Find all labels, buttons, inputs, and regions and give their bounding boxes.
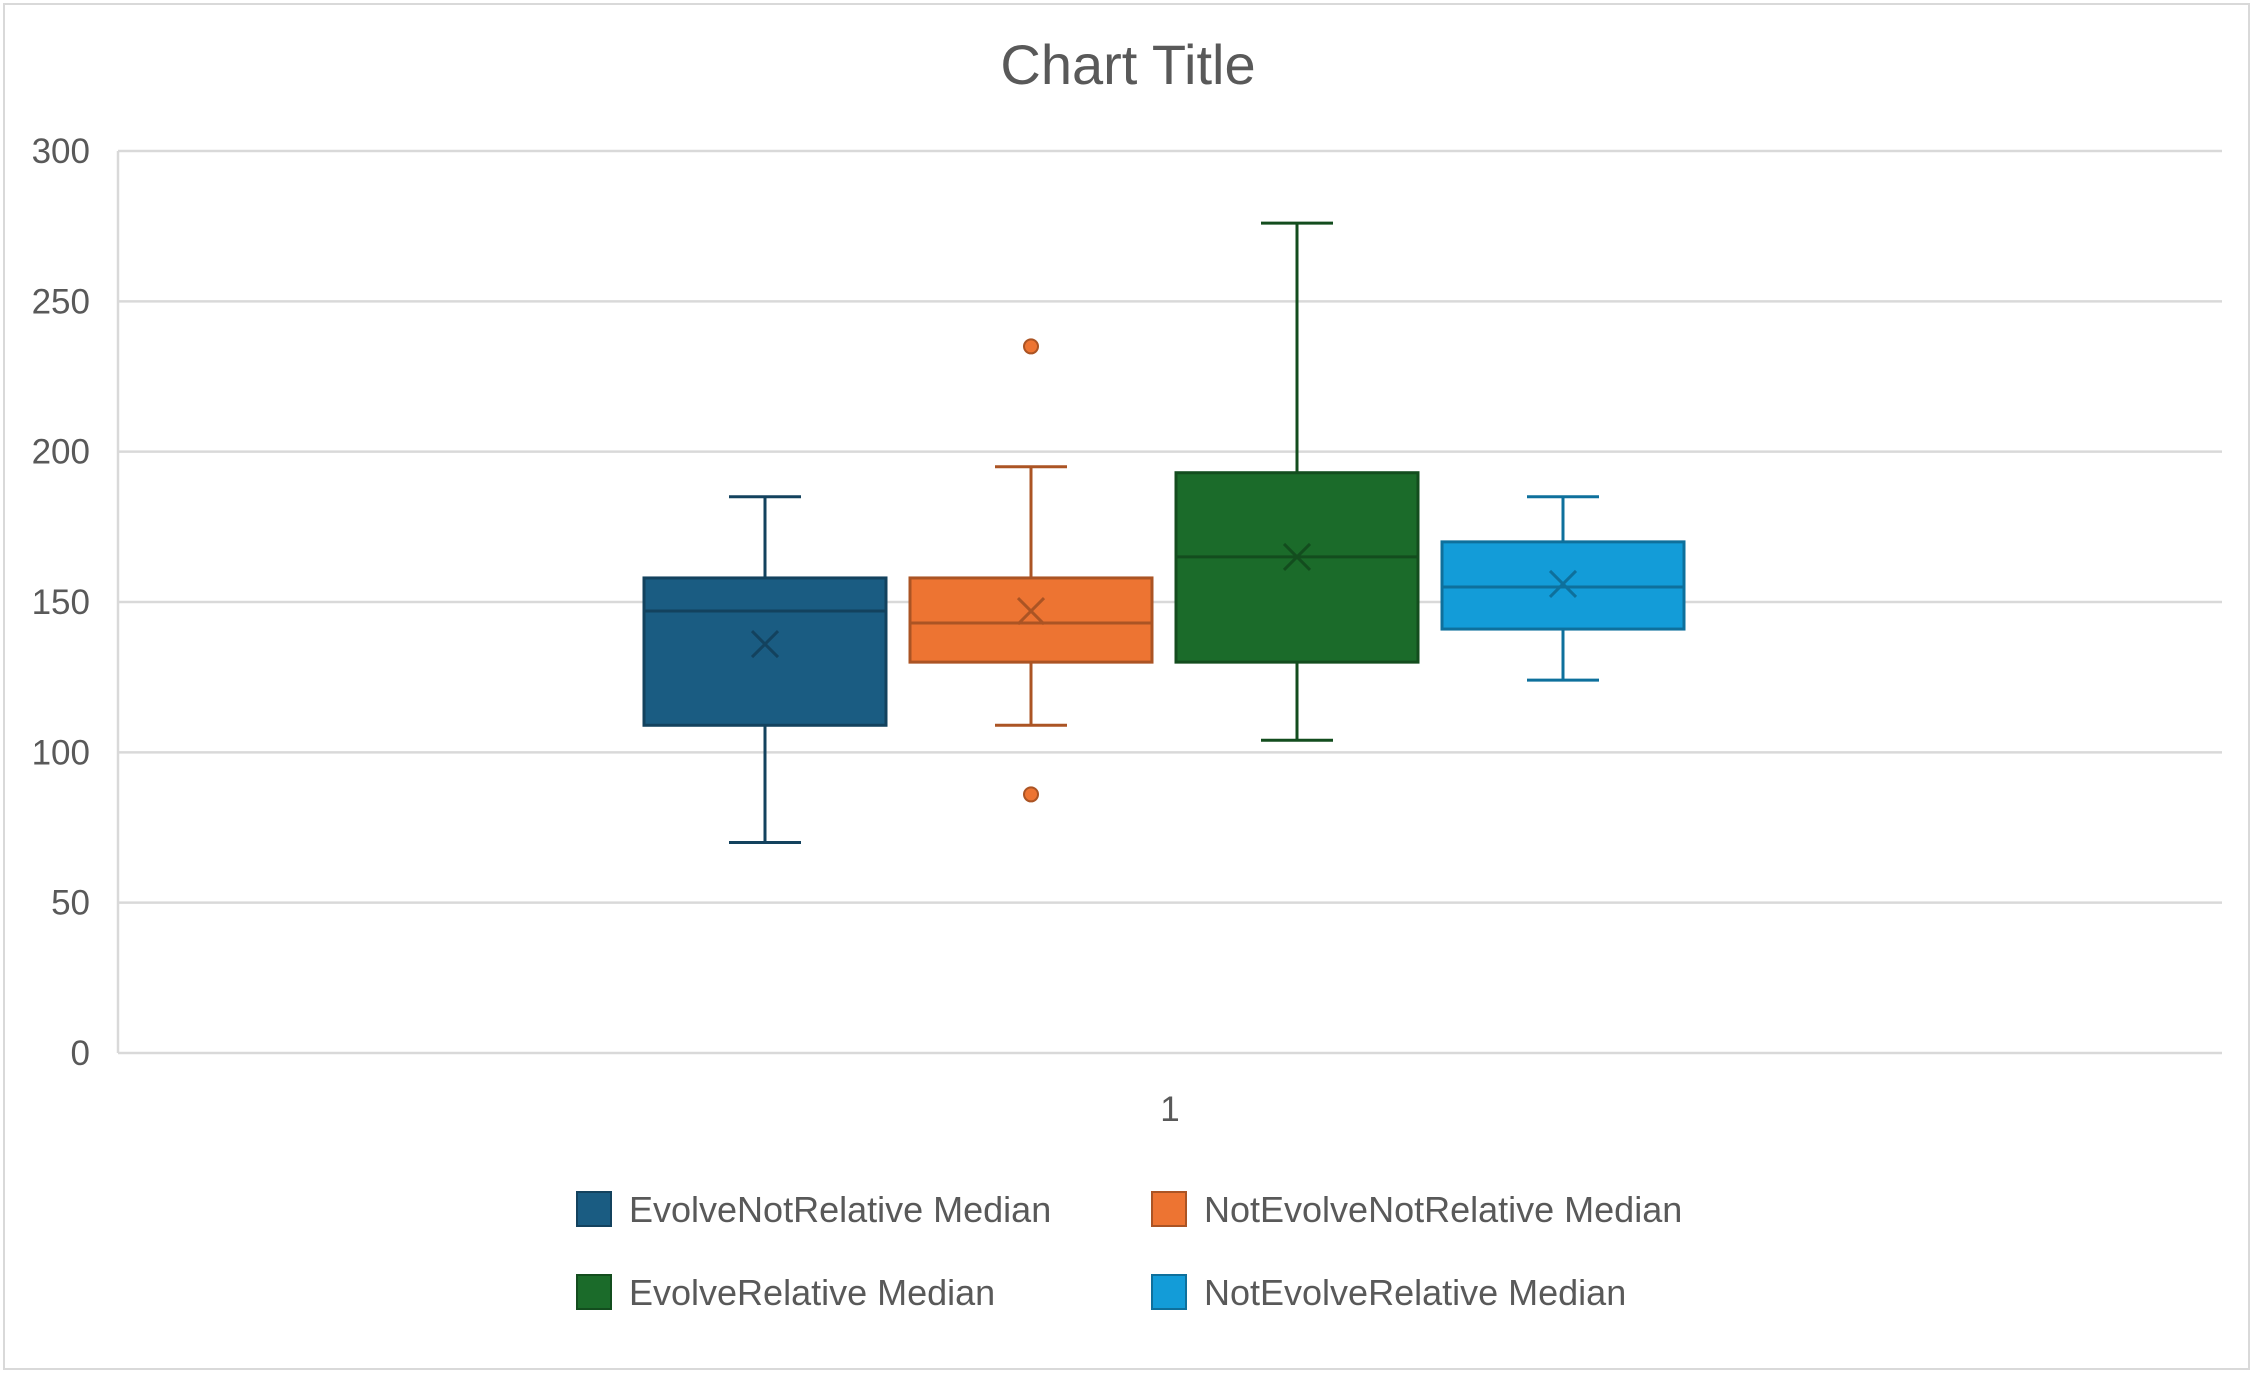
chart-title: Chart Title — [1000, 33, 1255, 96]
legend-swatch — [576, 1274, 612, 1310]
legend-item-3: EvolveRelative Median — [576, 1272, 995, 1313]
y-axis-tick-labels: 0 50 100 150 200 250 300 — [32, 132, 90, 1073]
interquartile-box — [642, 576, 888, 727]
mean-marker — [1548, 569, 1578, 599]
mean-marker — [1016, 596, 1046, 626]
legend-label: EvolveRelative Median — [629, 1272, 995, 1313]
box-1 — [642, 495, 888, 845]
gridlines — [116, 149, 2222, 1055]
box-3 — [1174, 221, 1420, 742]
y-tick-label: 0 — [71, 1034, 90, 1073]
y-tick-label: 100 — [32, 733, 90, 772]
legend-swatch — [576, 1191, 612, 1227]
y-tick-label: 250 — [32, 282, 90, 321]
legend-item-4: NotEvolveRelative Median — [1151, 1272, 1626, 1313]
y-tick-label: 50 — [51, 884, 90, 923]
y-tick-label: 300 — [32, 132, 90, 171]
legend-swatch — [1151, 1274, 1187, 1310]
legend-item-2: NotEvolveNotRelative Median — [1151, 1189, 1682, 1230]
mean-marker — [750, 630, 780, 659]
outlier-point — [1023, 338, 1039, 355]
chart-frame — [3, 3, 2250, 1370]
interquartile-box — [908, 576, 1154, 664]
legend: EvolveNotRelative Median NotEvolveNotRela… — [576, 1189, 1682, 1313]
legend-label: EvolveNotRelative Median — [629, 1189, 1051, 1230]
box-series — [642, 221, 1686, 845]
y-tick-label: 150 — [32, 583, 90, 622]
legend-label: NotEvolveNotRelative Median — [1204, 1189, 1682, 1230]
box-4 — [1440, 495, 1686, 682]
outlier-point — [1023, 786, 1039, 803]
mean-marker — [1282, 542, 1312, 571]
x-axis-tick-labels: 1 — [1160, 1090, 1179, 1129]
legend-swatch — [1151, 1191, 1187, 1227]
y-tick-label: 200 — [32, 433, 90, 472]
legend-item-1: EvolveNotRelative Median — [576, 1189, 1051, 1230]
legend-label: NotEvolveRelative Median — [1204, 1272, 1626, 1313]
interquartile-box — [1174, 471, 1420, 664]
box-2 — [908, 338, 1154, 803]
x-tick-label: 1 — [1160, 1090, 1179, 1129]
